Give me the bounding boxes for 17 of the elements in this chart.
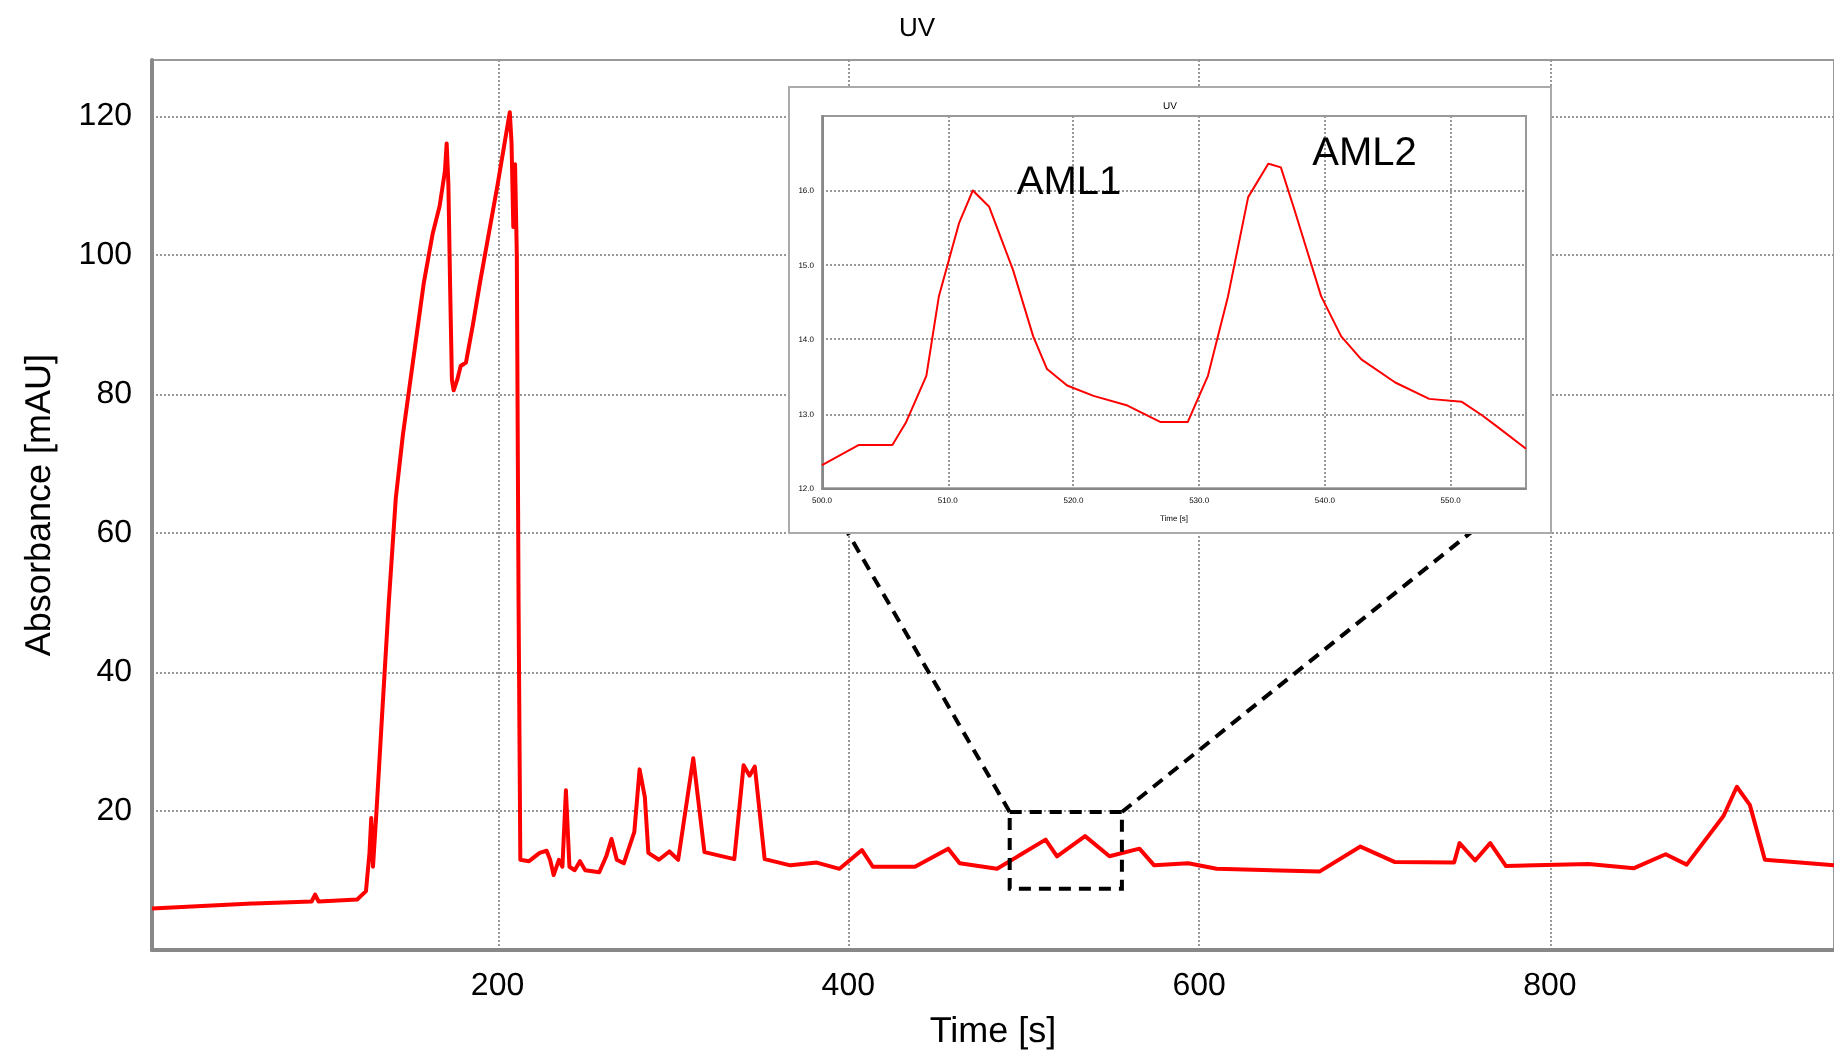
x-tick-label: 600 — [1172, 969, 1226, 1004]
line-series — [821, 162, 1527, 467]
y-axis-title: Absorbance [mAU] — [18, 354, 58, 657]
annotation: AML2 — [1312, 130, 1417, 175]
chart-title: UV — [898, 12, 936, 42]
x-tick-label: 800 — [1523, 969, 1577, 1004]
y-tick-label: 60 — [96, 515, 133, 550]
line-series — [150, 110, 1834, 911]
x-tick-label: 400 — [821, 969, 876, 1004]
y-tick-label: 100 — [78, 237, 133, 272]
annotation: AML1 — [1016, 160, 1122, 205]
x-tick-label: 200 — [470, 969, 525, 1004]
x-axis-title: Time [s] — [929, 1010, 1057, 1050]
y-tick-label: 40 — [96, 655, 133, 690]
y-tick-label: 120 — [78, 98, 133, 133]
y-tick-label: 20 — [96, 794, 133, 829]
y-tick-label: 80 — [96, 376, 133, 411]
